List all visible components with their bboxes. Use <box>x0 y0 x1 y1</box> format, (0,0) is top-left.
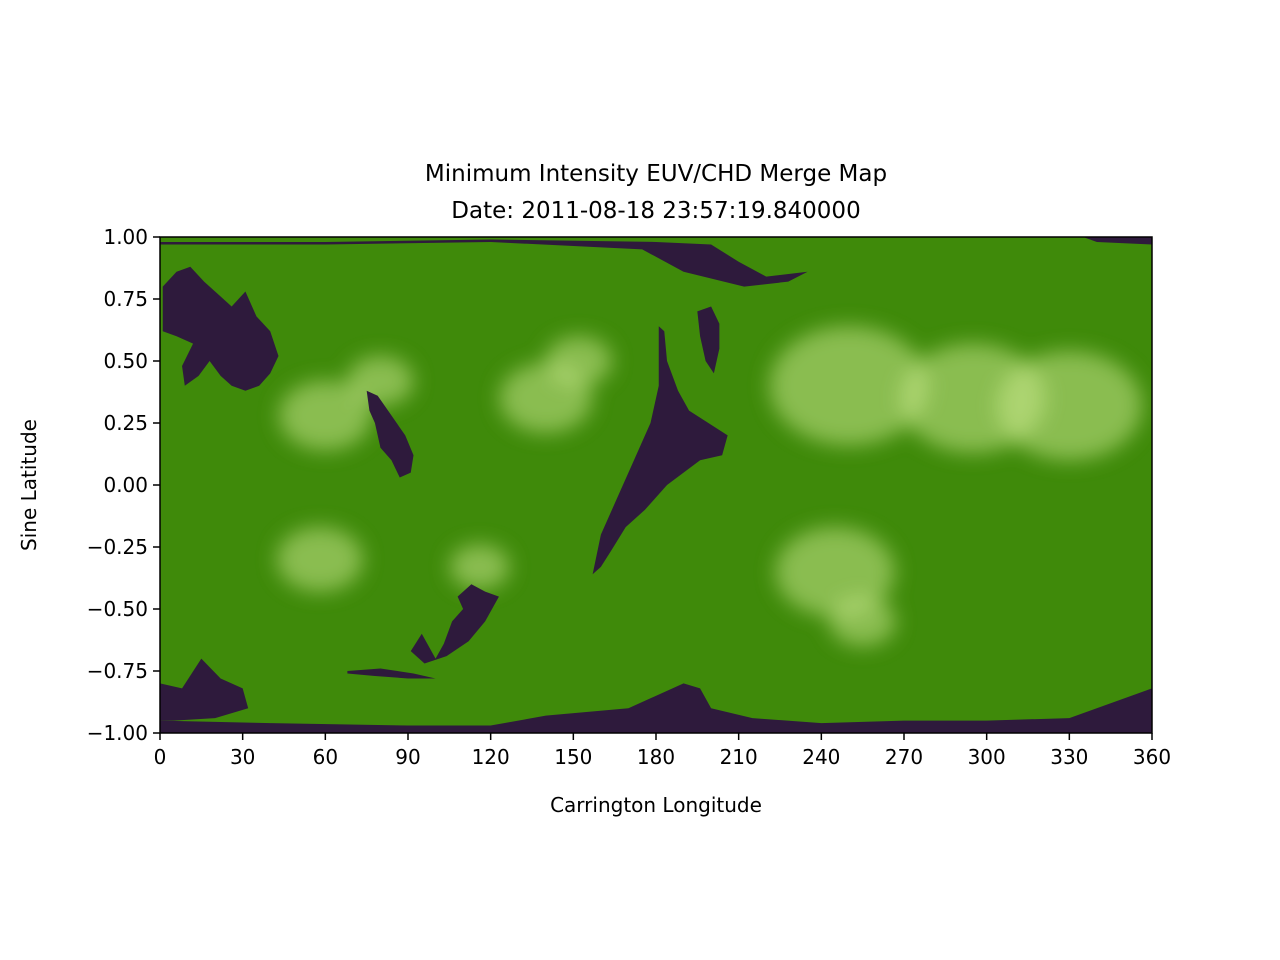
bright-region <box>996 351 1143 461</box>
x-tick-label: 120 <box>472 745 510 769</box>
x-tick-label: 90 <box>395 745 420 769</box>
y-tick-label: 1.00 <box>103 225 148 249</box>
x-tick-label: 0 <box>154 745 167 769</box>
coronal-holes <box>160 237 1152 733</box>
x-tick-label: 150 <box>554 745 592 769</box>
bright-region <box>545 336 612 386</box>
x-tick-label: 180 <box>637 745 675 769</box>
bright-region <box>279 380 372 451</box>
x-tick-label: 30 <box>230 745 255 769</box>
bright-region <box>276 527 363 592</box>
chart-subtitle: Date: 2011-08-18 23:57:19.840000 <box>451 198 860 224</box>
bright-region <box>829 596 896 647</box>
bright-region <box>775 527 895 617</box>
coronal-hole <box>1083 237 1152 245</box>
y-tick-label: 0.75 <box>103 287 148 311</box>
x-tick-label: 360 <box>1133 745 1171 769</box>
x-tick-label: 300 <box>968 745 1006 769</box>
x-tick-label: 60 <box>313 745 338 769</box>
coronal-hole <box>410 584 499 664</box>
y-tick-label: 0.25 <box>103 411 148 435</box>
coronal-hole <box>160 239 808 287</box>
y-tick-label: 0.00 <box>103 473 148 497</box>
coronal-hole <box>592 326 728 575</box>
x-tick-label: 240 <box>802 745 840 769</box>
y-tick-label: 0.50 <box>103 349 148 373</box>
bright-region <box>347 356 414 406</box>
bright-region <box>449 544 510 590</box>
bright-regions <box>276 326 1143 647</box>
coronal-hole <box>162 266 279 391</box>
x-tick-label: 330 <box>1050 745 1088 769</box>
coronal-hole <box>347 668 436 679</box>
y-tick-label: −0.75 <box>87 659 148 683</box>
y-tick-label: −0.25 <box>87 535 148 559</box>
coronal-hole <box>366 390 414 478</box>
chart-title: Minimum Intensity EUV/CHD Merge Map <box>425 161 887 187</box>
coronal-hole <box>160 658 249 721</box>
y-tick-label: −1.00 <box>87 721 148 745</box>
y-axis-label: Sine Latitude <box>17 419 41 551</box>
bright-region <box>769 326 929 446</box>
x-tick-label: 270 <box>885 745 923 769</box>
x-axis-label: Carrington Longitude <box>550 793 762 817</box>
plot-area <box>160 237 1152 733</box>
x-tick-label: 210 <box>720 745 758 769</box>
coronal-hole <box>160 683 1152 733</box>
x-axis-ticks: 0 30 60 90 120 150 180 210 240 270 300 330 360 <box>154 733 1171 769</box>
y-tick-label: −0.50 <box>87 597 148 621</box>
y-axis-ticks: 1.00 0.75 0.50 0.25 0.00 −0.25 −0.50 −0.75 −1.00 <box>87 225 160 745</box>
coronal-hole <box>697 306 720 374</box>
